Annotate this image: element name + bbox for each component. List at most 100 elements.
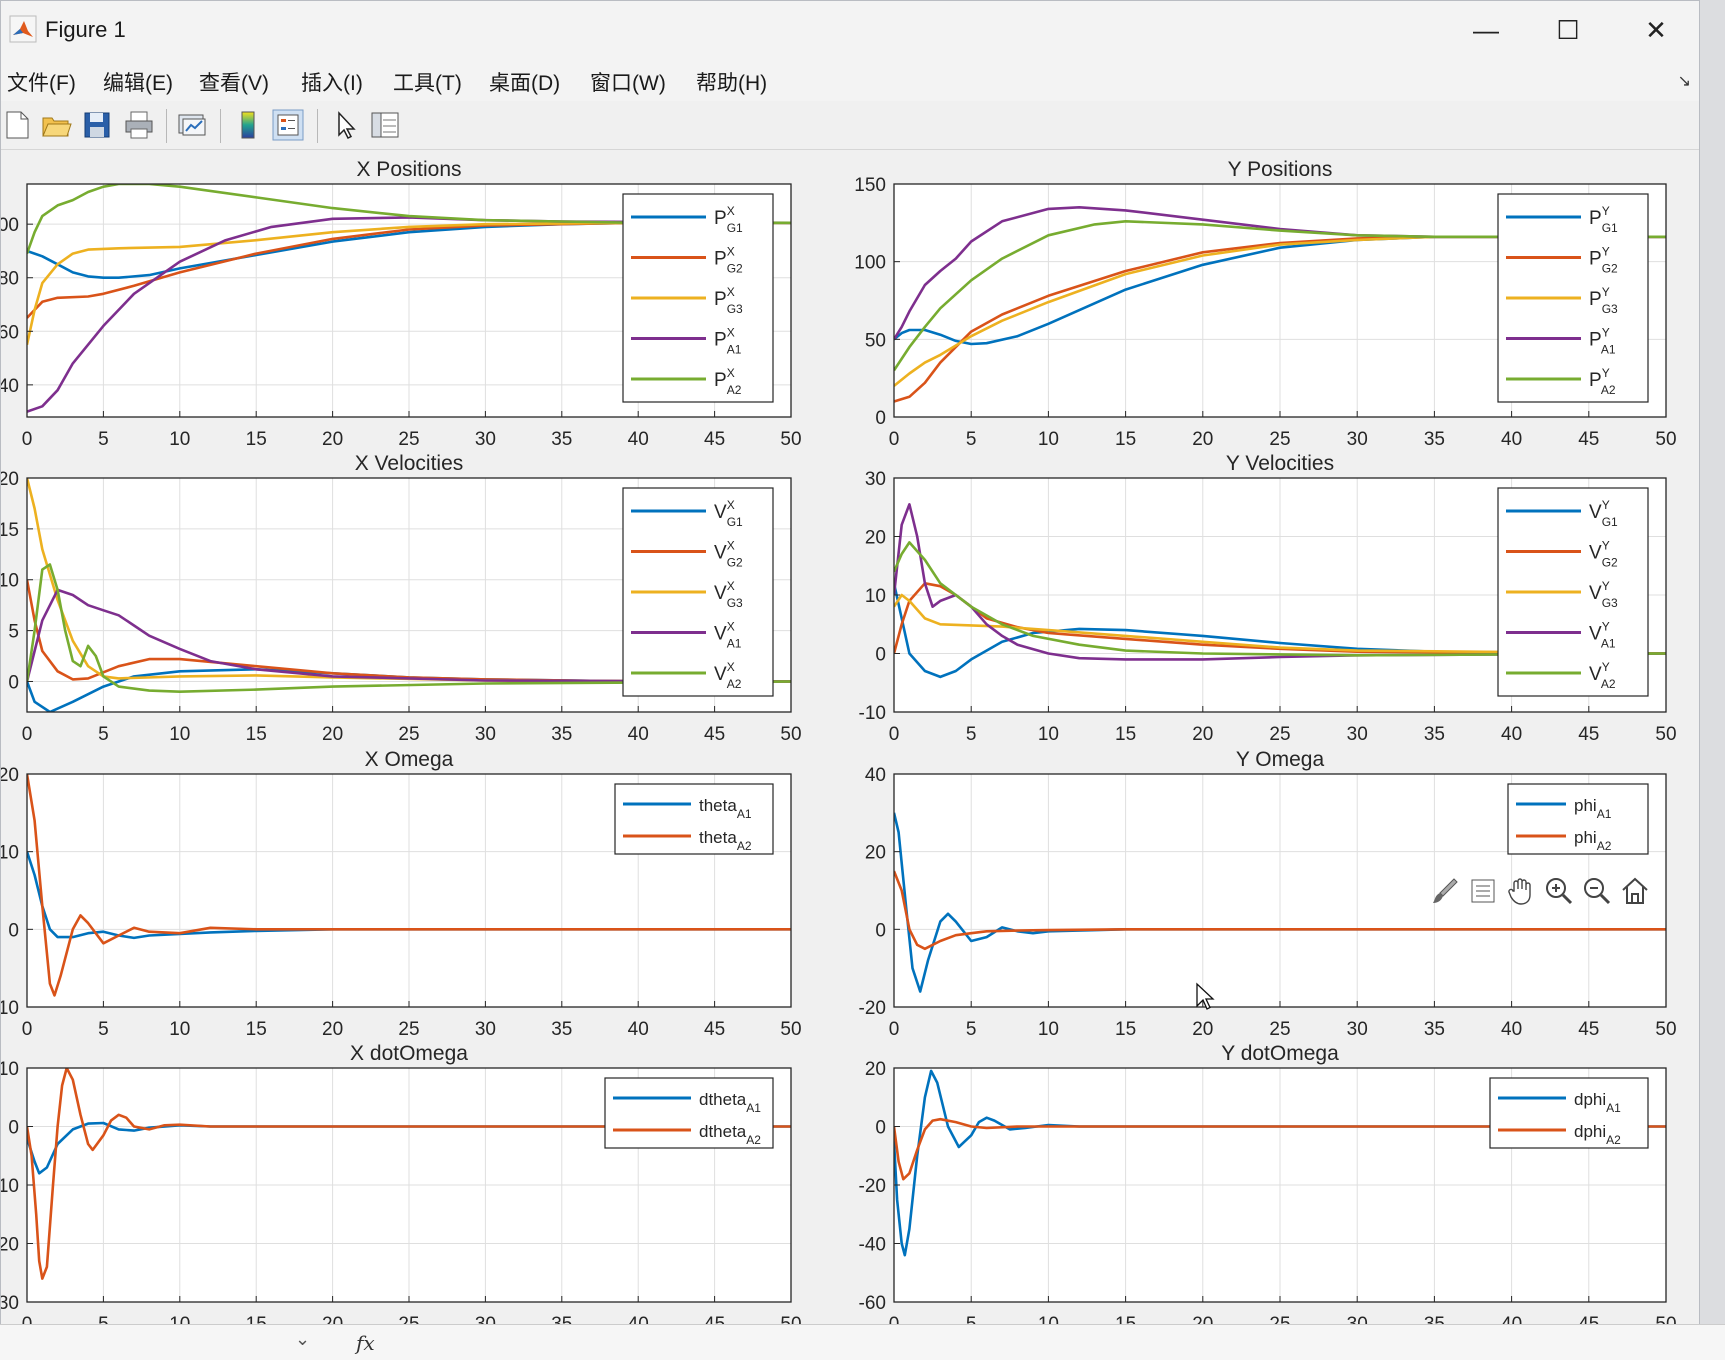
y-tick-label: 10 (1, 1176, 19, 1197)
close-button[interactable]: ✕ (1645, 14, 1667, 45)
legend-label-superscript: X (727, 579, 735, 593)
x-tick-label: 0 (22, 1314, 33, 1325)
legend-entry-label: PX A1 (714, 326, 742, 357)
home-icon[interactable] (1619, 875, 1651, 907)
x-tick-label: 5 (966, 1019, 977, 1040)
series-group (27, 774, 791, 997)
chart-title: X Positions (356, 158, 461, 181)
legend-label-base: V (1589, 543, 1602, 564)
y-tick-label: 30 (1, 1293, 19, 1314)
x-tick-label: 0 (889, 724, 900, 745)
legend-label-superscript: X (727, 366, 735, 380)
legend-entry-label: PX G2 (714, 245, 743, 276)
chart-title: Y dotOmega (1221, 1042, 1339, 1065)
legend-icon[interactable] (272, 109, 304, 141)
brush-icon[interactable] (1429, 875, 1461, 907)
menu-tools[interactable]: 工具(T) (393, 72, 462, 95)
x-tick-label: 25 (1269, 1314, 1290, 1325)
x-tick-label: 45 (704, 724, 725, 745)
series-group (894, 1069, 1666, 1257)
x-tick-label: 0 (889, 1019, 900, 1040)
link-plot-icon[interactable] (176, 109, 208, 141)
y-tick-label: 15 (1, 520, 19, 541)
y-tick-label: 60 (1, 322, 19, 343)
x-tick-label: 5 (966, 724, 977, 745)
series-line-P-X-A2 (27, 184, 791, 255)
x-tick-label: 45 (1578, 724, 1599, 745)
save-icon[interactable] (81, 109, 113, 141)
x-tick-label: 25 (398, 1019, 419, 1040)
menu-view[interactable]: 查看(V) (199, 72, 269, 95)
y-tick-label: 20 (1, 469, 19, 490)
legend-label-superscript: Y (1602, 498, 1610, 512)
y-tick-label: 10 (1, 843, 19, 864)
legend-label-subscript: A2 (737, 839, 752, 853)
menu-window[interactable]: 窗口(W) (590, 72, 666, 95)
series-group (894, 812, 1666, 993)
y-tick-label: 10 (865, 586, 886, 607)
chevron-down-icon[interactable]: ⌄ (295, 1329, 311, 1349)
command-status-bar: ⌄ fx (0, 1324, 1725, 1360)
pointer-icon[interactable] (330, 109, 362, 141)
colorbar-icon[interactable] (232, 109, 264, 141)
legend: dphiA1 dphiA2 (1489, 1077, 1649, 1149)
legend-label-base: theta (699, 828, 737, 847)
zoom-in-icon[interactable] (1543, 875, 1575, 907)
y-tick-label: 20 (865, 843, 886, 864)
chart-title: X Omega (365, 748, 454, 771)
legend-label-superscript: Y (1602, 539, 1610, 553)
y-tick-label: 10 (1, 1059, 19, 1080)
legend-label-subscript: G1 (1602, 221, 1618, 235)
legend-label-base: dtheta (699, 1090, 747, 1109)
series-line-V-Y-A2 (894, 541, 1666, 657)
legend: thetaA1 thetaA2 (614, 783, 774, 855)
legend-label-subscript: A2 (1597, 839, 1612, 853)
legend-label-subscript: G2 (1602, 556, 1618, 570)
legend-label-superscript: X (727, 620, 735, 634)
legend-label-subscript: A1 (727, 637, 742, 651)
legend-label-base: V (1589, 583, 1602, 604)
legend-box (1489, 1077, 1649, 1149)
menu-file[interactable]: 文件(F) (7, 72, 76, 95)
pan-icon[interactable] (1505, 875, 1537, 907)
menu-insert[interactable]: 插入(I) (301, 72, 363, 95)
x-tick-label: 5 (98, 429, 109, 450)
series-line-dtheta-A2 (27, 1068, 791, 1280)
zoom-out-icon[interactable] (1581, 875, 1613, 907)
legend-entry-label: thetaA1 (699, 796, 752, 821)
property-inspector-icon[interactable] (369, 109, 401, 141)
x-tick-label: 25 (398, 429, 419, 450)
legend-box (1507, 783, 1649, 855)
menu-edit[interactable]: 编辑(E) (103, 72, 173, 95)
datatip-icon[interactable] (1467, 875, 1499, 907)
menu-desktop[interactable]: 桌面(D) (489, 72, 561, 95)
series-line-phi-A2 (894, 870, 1666, 951)
chart-title: Y Velocities (1226, 452, 1334, 475)
legend-entry-label: VX A1 (714, 620, 742, 651)
legend-entry-label: phiA1 (1574, 796, 1612, 821)
open-file-icon[interactable] (40, 109, 72, 141)
menu-help[interactable]: 帮助(H) (696, 72, 768, 95)
legend-entry-label: dphiA2 (1574, 1122, 1621, 1147)
maximize-button[interactable]: ☐ (1556, 14, 1580, 45)
dock-arrow-icon[interactable]: ↘ (1677, 73, 1691, 90)
new-figure-icon[interactable] (1, 109, 33, 141)
legend-entry-label: VX G1 (714, 498, 743, 529)
y-tick-label: -40 (859, 1235, 886, 1256)
x-tick-label: 15 (1115, 1314, 1136, 1325)
y-tick-label: 80 (1, 269, 19, 290)
legend-entry-label: VY A1 (1589, 620, 1616, 651)
minimize-button[interactable]: — (1473, 14, 1499, 45)
legend-entry-label: dphiA1 (1574, 1090, 1621, 1115)
legend-label-subscript: A2 (727, 677, 742, 691)
legend-entry-label: PY G3 (1589, 285, 1618, 316)
title-bar[interactable]: Figure 1 — ☐ ✕ (1, 1, 1699, 59)
series-group (894, 503, 1666, 679)
print-icon[interactable] (123, 109, 155, 141)
y-tick-label: 20 (1, 1235, 19, 1256)
legend-label-base: V (1589, 502, 1602, 523)
legend-label-base: V (714, 664, 727, 685)
legend-label-base: P (714, 208, 727, 229)
